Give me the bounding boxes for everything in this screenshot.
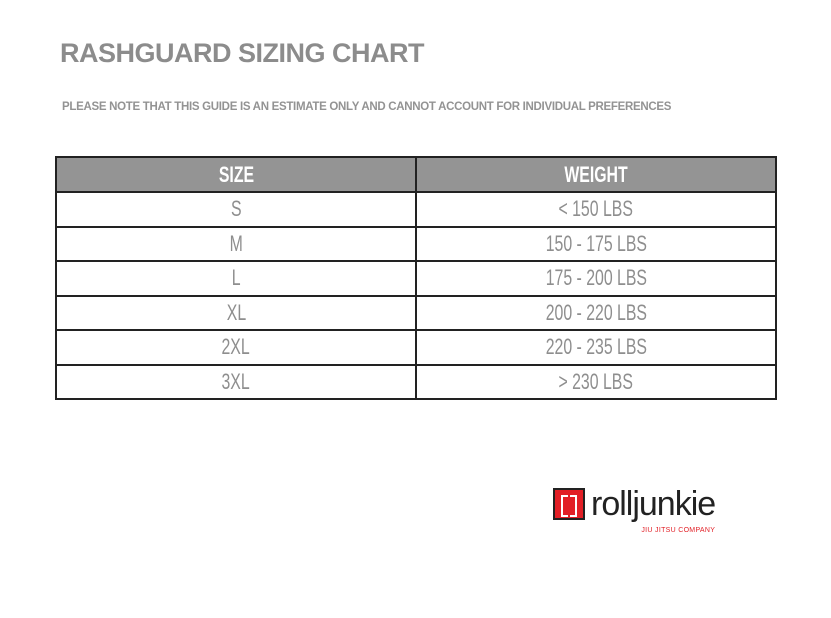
disclaimer-note: PLEASE NOTE THAT THIS GUIDE IS AN ESTIMA… [62, 101, 672, 113]
weight-cell: 150 - 175 LBS [415, 225, 777, 262]
logo-mark-icon [553, 488, 585, 520]
header-weight: WEIGHT [415, 156, 777, 193]
weight-cell: 200 - 220 LBS [415, 294, 777, 331]
size-cell: XL [55, 294, 417, 331]
logo-tagline: JIU JITSU COMPANY [641, 527, 716, 534]
weight-cell: 175 - 200 LBS [415, 260, 777, 297]
weight-cell: 220 - 235 LBS [415, 329, 777, 366]
table-header-row: SIZE WEIGHT [55, 156, 777, 193]
rolljunkie-logo: rolljunkie [553, 484, 716, 524]
table-row: XL 200 - 220 LBS [55, 294, 777, 331]
size-cell: 2XL [55, 329, 417, 366]
sizing-table: SIZE WEIGHT S < 150 LBS M 150 - 175 LBS L 175… [55, 156, 777, 400]
size-cell: L [55, 260, 417, 297]
table-row: L 175 - 200 LBS [55, 260, 777, 297]
table-row: M 150 - 175 LBS [55, 225, 777, 262]
weight-cell: < 150 LBS [415, 191, 777, 228]
header-size: SIZE [55, 156, 417, 193]
size-cell: 3XL [55, 363, 417, 400]
logo-wordmark: rolljunkie [591, 485, 716, 523]
table-row: S < 150 LBS [55, 191, 777, 228]
page-title: RASHGUARD SIZING CHART [60, 38, 425, 68]
rolljunkie-logo-block: rolljunkie JIU JITSU COMPANY [553, 484, 716, 535]
table-row: 2XL 220 - 235 LBS [55, 329, 777, 366]
size-cell: S [55, 191, 417, 228]
weight-cell: > 230 LBS [415, 363, 777, 400]
size-cell: M [55, 225, 417, 262]
table-row: 3XL > 230 LBS [55, 363, 777, 400]
